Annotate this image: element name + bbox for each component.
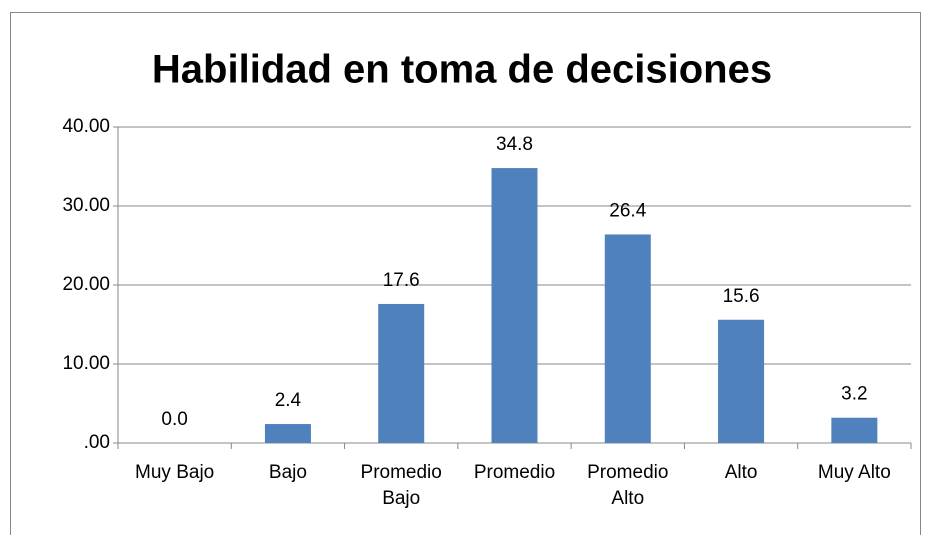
x-tick-label: Bajo (268, 462, 307, 483)
bar (831, 417, 878, 443)
chart-border (10, 12, 921, 535)
chart-title: Habilidad en toma de decisiones (152, 48, 772, 92)
y-tick-label: 40.00 (62, 116, 110, 137)
data-label: 15.6 (723, 286, 760, 307)
data-label: 3.2 (841, 384, 867, 405)
bar (378, 303, 425, 443)
x-tick-label: Muy Bajo (135, 462, 215, 483)
y-tick-label: 20.00 (62, 274, 110, 295)
data-label: 2.4 (275, 390, 302, 411)
x-tick-label: Promedio (473, 462, 556, 483)
y-tick-label: .00 (84, 432, 110, 453)
data-label: 0.0 (161, 409, 187, 430)
bar (264, 424, 311, 443)
bar (604, 234, 651, 443)
data-label: 34.8 (496, 134, 533, 155)
x-tick-label: Muy Alto (817, 462, 891, 483)
data-label: 26.4 (609, 200, 646, 221)
x-tick-label: Promedio Alto (587, 462, 669, 509)
data-label: 17.6 (383, 270, 420, 291)
y-tick-label: 30.00 (62, 195, 110, 216)
bar (718, 319, 765, 443)
y-tick-label: 10.00 (62, 353, 110, 374)
x-tick-label: Alto (724, 462, 758, 483)
bar (491, 168, 538, 443)
x-tick-label: Promedio Bajo (360, 462, 442, 509)
